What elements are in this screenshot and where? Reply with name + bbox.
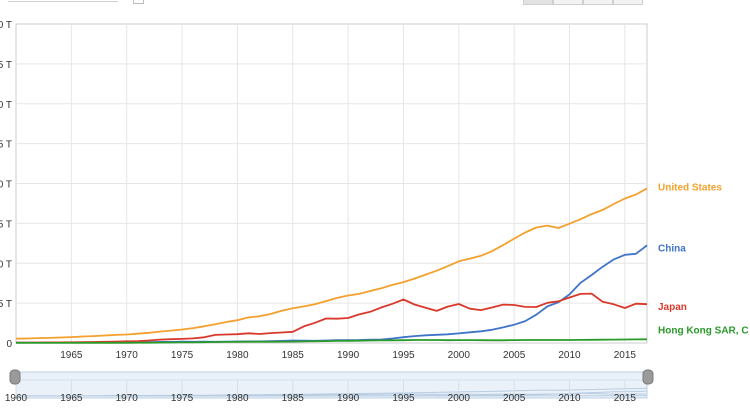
navigator-tick-label: 1990 xyxy=(337,393,360,404)
chart-type-button-2[interactable] xyxy=(553,0,583,5)
y-tick-label: 20 T xyxy=(0,180,12,191)
x-tick-label: 1980 xyxy=(226,350,249,361)
x-tick-label: 1975 xyxy=(171,350,194,361)
x-axis-ticks: 1965 1970 1975 1980 1985 1990 1995 2000 2005 2010… xyxy=(60,350,636,361)
series-line-2[interactable] xyxy=(15,292,648,344)
series-labels: United States China Japan Hong Kong SAR, C xyxy=(658,182,749,336)
x-tick-label: 1985 xyxy=(282,350,305,361)
y-tick-label: 15 T xyxy=(0,219,12,230)
y-tick-label: 25 T xyxy=(0,140,12,151)
series-line-1[interactable] xyxy=(15,244,648,344)
navigator-tick-label: 1975 xyxy=(171,393,194,404)
series-label-0[interactable]: United States xyxy=(658,182,722,193)
y-tick-label: 30 T xyxy=(0,100,12,111)
x-tick-label: 2005 xyxy=(503,350,526,361)
chart-type-button-3[interactable] xyxy=(583,0,613,5)
series-lines xyxy=(15,187,648,344)
series-label-2[interactable]: Japan xyxy=(658,302,687,313)
navigator-tick-label: 1970 xyxy=(116,393,139,404)
x-tick-label: 1990 xyxy=(337,350,360,361)
series-label-3[interactable]: Hong Kong SAR, C xyxy=(658,325,749,336)
series-line-3[interactable] xyxy=(16,338,648,344)
navigator-tick-label: 2005 xyxy=(503,393,526,404)
y-tick-label: 35 T xyxy=(0,60,12,71)
navigator-tick-label: 1995 xyxy=(392,393,415,404)
navigator-tick-label: 1965 xyxy=(60,393,83,404)
y-tick-label: 40 T xyxy=(0,20,12,31)
navigator-tick-label: 2015 xyxy=(614,393,637,404)
navigator-right-handle[interactable] xyxy=(642,369,654,385)
y-tick-label: 5 T xyxy=(0,299,12,310)
navigator-tick-label: 1980 xyxy=(226,393,249,404)
x-tick-label: 1970 xyxy=(116,350,139,361)
navigator-tick-label: 2010 xyxy=(558,393,581,404)
navigator-tick-label: 1985 xyxy=(282,393,305,404)
chart-type-button-1[interactable] xyxy=(523,0,553,5)
navigator-left-handle[interactable] xyxy=(9,369,21,385)
y-tick-label: 0 xyxy=(6,339,12,350)
y-tick-label: 10 T xyxy=(0,259,12,270)
x-tick-label: 1965 xyxy=(60,350,83,361)
range-navigator[interactable]: 1960 1965 1970 1975 1980 1985 1990 1995 2000 2005… xyxy=(5,369,654,404)
top-checkbox[interactable] xyxy=(133,0,144,4)
x-tick-label: 2015 xyxy=(614,350,637,361)
series-line-0[interactable] xyxy=(15,187,648,340)
x-tick-label: 2000 xyxy=(448,350,471,361)
navigator-tick-label: 2000 xyxy=(448,393,471,404)
top-divider xyxy=(8,1,118,2)
gridlines xyxy=(15,23,648,344)
series-label-1[interactable]: China xyxy=(658,243,686,254)
x-tick-label: 1995 xyxy=(392,350,415,361)
navigator-tick-label: 1960 xyxy=(5,393,28,404)
x-tick-label: 2010 xyxy=(558,350,581,361)
y-axis-ticks: 0 5 T 10 T 15 T 20 T 25 T 30 T 35 T 40 T xyxy=(0,20,12,350)
chart-type-button-4[interactable] xyxy=(613,0,643,5)
